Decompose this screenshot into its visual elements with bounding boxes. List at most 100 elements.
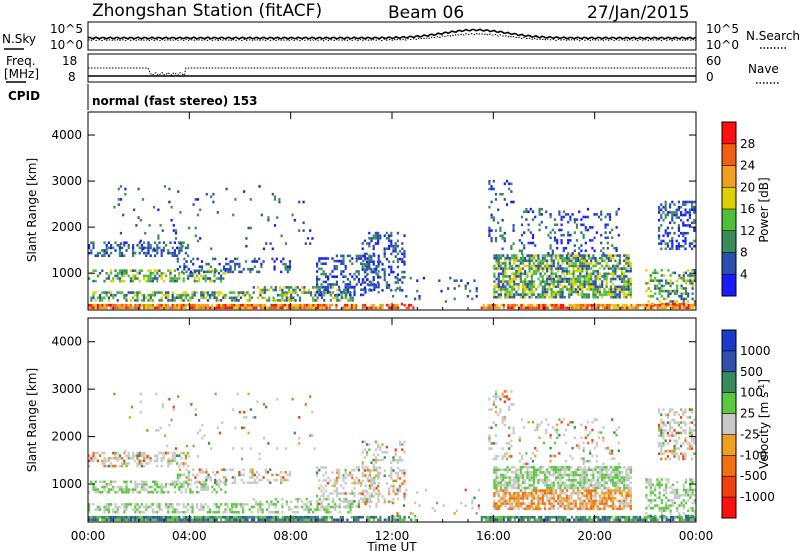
rti-cell: [149, 457, 152, 460]
rti-cell: [609, 497, 613, 500]
rti-cell: [325, 303, 328, 307]
rti-cell: [510, 244, 513, 248]
rti-cell: [601, 499, 604, 503]
rti-cell: [270, 503, 273, 506]
rti-cell: [598, 481, 602, 485]
rti-cell: [612, 254, 615, 257]
rti-cell: [616, 262, 619, 265]
rti-cell: [583, 473, 586, 477]
rti-cell: [531, 241, 535, 245]
rti-cell: [550, 275, 553, 278]
rti-cell: [242, 505, 245, 509]
rti-cell: [258, 473, 261, 477]
rti-cell: [215, 515, 218, 519]
rti-cell: [664, 229, 667, 232]
rti-cell: [267, 216, 270, 219]
rti-cell: [346, 306, 349, 310]
rti-cell: [603, 465, 606, 469]
rti-cell: [248, 296, 251, 300]
rti-cell: [550, 269, 553, 273]
rti-cell: [594, 481, 597, 485]
rti-cell: [586, 215, 590, 219]
rti-cell: [362, 288, 365, 291]
rti-cell: [658, 306, 662, 310]
rti-cell: [629, 288, 632, 291]
rti-cell: [110, 293, 113, 297]
rti-cell: [381, 458, 384, 462]
rti-cell: [596, 259, 599, 263]
rti-cell: [90, 306, 93, 310]
rti-cell: [634, 303, 637, 307]
rti-cell: [537, 256, 540, 260]
rti-cell: [597, 518, 600, 522]
rti-cell: [316, 466, 319, 469]
rti-cell: [682, 274, 685, 277]
rti-cell: [140, 485, 143, 489]
rti-cell: [169, 505, 172, 509]
rti-cell: [88, 510, 91, 514]
rti-cell: [594, 277, 597, 281]
rti-cell: [176, 503, 179, 506]
rti-cell: [114, 464, 117, 468]
rti-cell: [546, 282, 549, 286]
rti-cell: [94, 303, 97, 307]
rti-cell: [502, 303, 505, 307]
rti-cell: [366, 257, 369, 260]
rti-cell: [510, 497, 514, 500]
rti-cell: [145, 503, 148, 506]
rti-cell: [321, 306, 324, 310]
rti-cell: [281, 510, 284, 514]
rti-cell: [401, 260, 404, 263]
rti-cell: [594, 484, 597, 487]
rti-cell: [590, 306, 593, 310]
rti-cell: [314, 291, 317, 294]
rti-cell: [559, 515, 563, 519]
rti-cell: [152, 205, 156, 209]
rti-cell: [259, 500, 262, 504]
rti-cell: [176, 268, 179, 271]
rti-cell: [585, 471, 588, 474]
rti-cell: [495, 471, 498, 474]
rti-cell: [368, 242, 371, 245]
rti-cell: [330, 518, 334, 522]
rti-cell: [541, 481, 544, 485]
rti-cell: [676, 515, 679, 519]
rti-cell: [608, 218, 612, 221]
rti-cell: [101, 518, 104, 522]
rti-cell: [532, 468, 536, 472]
rti-cell: [225, 268, 228, 271]
rti-cell: [182, 483, 185, 486]
rti-cell: [94, 518, 97, 522]
rti-cell: [222, 468, 226, 471]
rti-cell: [209, 306, 212, 310]
rti-cell: [370, 492, 373, 496]
rti-cell: [508, 468, 511, 472]
rti-cell: [422, 276, 425, 280]
rti-cell: [345, 500, 348, 504]
rti-cell: [156, 518, 159, 522]
rti-cell: [563, 285, 566, 289]
rti-cell: [410, 518, 413, 522]
rti-cell: [235, 299, 238, 302]
rti-cell: [116, 505, 119, 509]
rti-cell: [290, 515, 293, 519]
rti-cell: [351, 492, 354, 495]
rti-cell: [537, 277, 540, 281]
rti-cell: [614, 272, 617, 276]
rti-cell: [583, 507, 586, 511]
rti-cell: [336, 288, 339, 292]
rti-cell: [140, 244, 143, 247]
rti-cell: [574, 290, 577, 294]
rti-cell: [123, 451, 126, 455]
rti-cell: [368, 505, 371, 508]
rti-cell: [693, 211, 696, 214]
rti-cell: [645, 303, 648, 307]
rti-cell: [663, 306, 666, 310]
rti-cell: [515, 293, 518, 296]
rti-cell: [513, 259, 516, 263]
rti-cell: [129, 279, 132, 283]
rti-cell: [235, 503, 238, 506]
rti-cell: [333, 489, 336, 493]
rti-cell: [294, 303, 297, 307]
rti-cell: [145, 303, 148, 307]
